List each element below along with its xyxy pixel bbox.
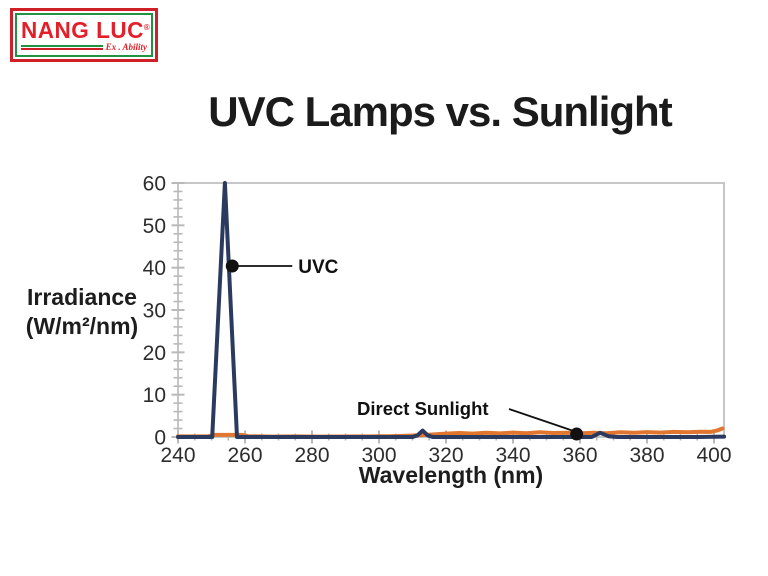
x-tick-label: 360 xyxy=(562,444,597,467)
uvc-marker-dot xyxy=(225,259,239,273)
y-axis-title-line1: Irradiance xyxy=(27,284,137,310)
brand-logo-inner-frame: NANG LUC® Ex . Ability xyxy=(15,13,153,57)
registered-trademark-icon: ® xyxy=(143,22,151,32)
x-axis-title: Wavelength (nm) xyxy=(358,462,544,488)
x-tick-label: 260 xyxy=(227,444,262,467)
y-tick-label: 30 xyxy=(143,300,166,323)
y-tick-label: 60 xyxy=(143,173,166,196)
brand-tagline: Ex . Ability xyxy=(105,41,147,52)
brand-logo: NANG LUC® Ex . Ability xyxy=(10,8,158,62)
brand-tagline-row: Ex . Ability xyxy=(21,41,147,52)
brand-divider-lines xyxy=(21,44,103,50)
x-tick-label: 300 xyxy=(361,444,396,467)
uvc-annotation-label: UVC xyxy=(298,257,338,278)
x-tick-label: 340 xyxy=(495,444,530,467)
y-tick-label: 40 xyxy=(143,257,166,280)
x-tick-label: 320 xyxy=(428,444,463,467)
sunlight-leader-line xyxy=(508,408,574,432)
y-tick-label: 10 xyxy=(143,384,166,407)
series-line-uvc xyxy=(176,181,727,439)
x-tick-label: 380 xyxy=(629,444,664,467)
x-tick-label: 240 xyxy=(160,444,195,467)
sunlight-annotation-label: Direct Sunlight xyxy=(357,398,489,419)
y-tick-label: 0 xyxy=(154,427,166,450)
y-tick-label: 50 xyxy=(143,215,166,238)
sunlight-marker-dot xyxy=(570,427,584,441)
y-axis-title: Irradiance (W/m²/nm) xyxy=(2,283,162,341)
y-tick-label: 20 xyxy=(143,342,166,365)
red-line xyxy=(21,47,103,50)
y-axis-title-line2: (W/m²/nm) xyxy=(25,313,139,339)
brand-name-text: NANG LUC xyxy=(21,16,144,43)
green-line xyxy=(21,44,103,47)
page-title: UVC Lamps vs. Sunlight xyxy=(208,88,672,135)
x-tick-label: 400 xyxy=(696,444,731,467)
brand-name: NANG LUC® xyxy=(21,16,150,43)
x-tick-label: 280 xyxy=(294,444,329,467)
